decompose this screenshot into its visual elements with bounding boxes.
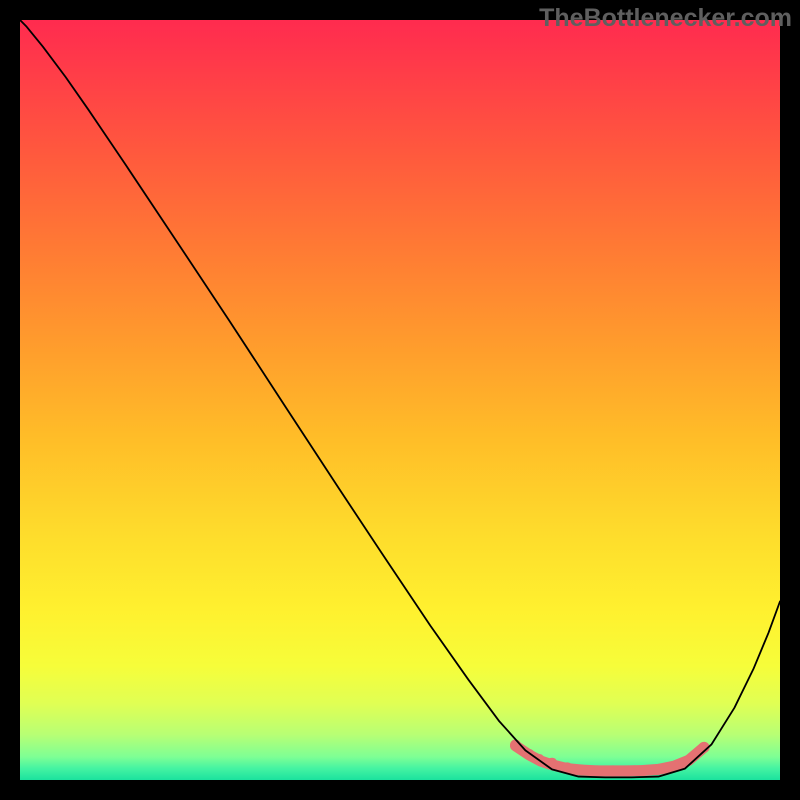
bottleneck-chart xyxy=(0,0,800,800)
chart-stage: TheBottlenecker.com xyxy=(0,0,800,800)
watermark-text: TheBottlenecker.com xyxy=(539,4,792,33)
gradient-background xyxy=(20,20,780,780)
